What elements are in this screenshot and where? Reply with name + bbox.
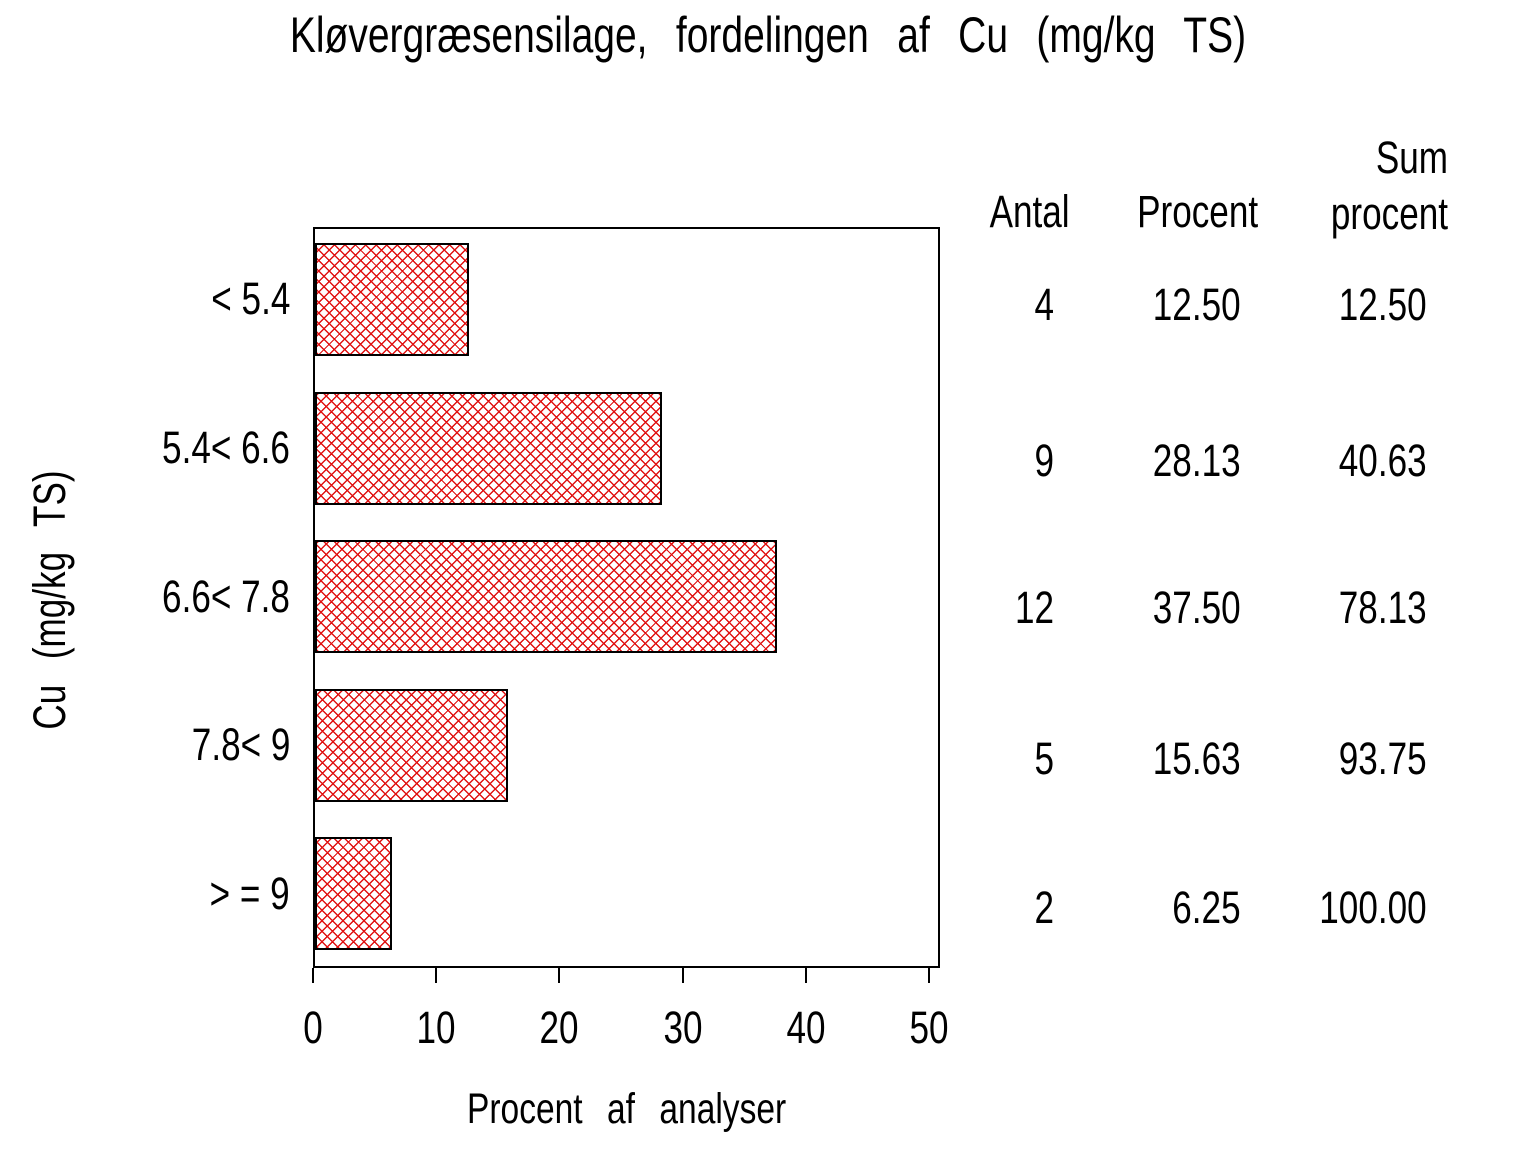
table-cell-text: 12 (1014, 582, 1054, 633)
y-category-label-text: 5.4< 6.6 (162, 422, 290, 473)
table-cell-text: 28.13 (1153, 435, 1241, 486)
table-cell-text: 6.25 (1172, 882, 1241, 933)
table-cell-procent: 12.50 (1128, 279, 1241, 331)
y-axis-label-text: Cu (mg/kg TS) (24, 470, 75, 730)
table-cell-sum-procent: 78.13 (1314, 582, 1427, 634)
x-tick-label-text: 0 (303, 1002, 323, 1053)
x-tick-label: 30 (658, 1002, 708, 1054)
x-tick-label: 40 (781, 1002, 831, 1054)
bar (315, 837, 392, 950)
bar (315, 540, 777, 653)
table-cell-sum-procent: 100.00 (1289, 882, 1427, 934)
table-cell-antal: 9 (1029, 435, 1054, 487)
table-cell-text: 9 (1034, 435, 1054, 486)
table-cell-text: 5 (1034, 733, 1054, 784)
x-tick-label-text: 20 (539, 1002, 579, 1053)
table-cell-antal: 12 (1004, 582, 1054, 634)
y-category-label-text: > = 9 (209, 868, 290, 919)
x-tick-label-text: 50 (909, 1002, 949, 1053)
table-cell-antal: 2 (1029, 882, 1054, 934)
table-cell-text: 12.50 (1339, 279, 1427, 330)
table-header-sum-procent-text: Sum procent (1330, 132, 1448, 239)
bar (315, 689, 508, 802)
x-tick-label: 20 (534, 1002, 584, 1054)
x-tick-label: 0 (300, 1002, 325, 1054)
y-category-label-text: 7.8< 9 (191, 719, 290, 770)
table-cell-procent: 37.50 (1128, 582, 1241, 634)
table-cell-procent: 28.13 (1128, 435, 1241, 487)
x-tick-label-text: 30 (663, 1002, 703, 1053)
table-header-antal-text: Antal (989, 186, 1070, 237)
table-cell-text: 2 (1034, 882, 1054, 933)
table-cell-text: 37.50 (1153, 582, 1241, 633)
table-header-procent-text: Procent (1137, 186, 1258, 237)
y-category-label: 6.6< 7.8 (126, 571, 290, 623)
x-axis-label-text: Procent af analyser (466, 1085, 787, 1133)
chart-title-text: Kløvergræsensilage, fordelingen af Cu (m… (289, 7, 1247, 63)
x-tick-label-text: 40 (786, 1002, 826, 1053)
x-tick (558, 968, 560, 983)
table-cell-text: 93.75 (1339, 733, 1427, 784)
chart-title: Kløvergræsensilage, fordelingen af Cu (m… (0, 9, 1536, 61)
x-tick (435, 968, 437, 983)
y-category-label: > = 9 (187, 868, 290, 920)
table-cell-procent: 15.63 (1128, 733, 1241, 785)
y-axis-label: Cu (mg/kg TS) (24, 434, 76, 766)
plot-area (313, 227, 940, 968)
table-cell-text: 12.50 (1153, 279, 1241, 330)
y-category-label: 5.4< 6.6 (126, 422, 290, 474)
table-cell-text: 40.63 (1339, 435, 1427, 486)
x-axis-label: Procent af analyser (313, 1083, 940, 1135)
table-cell-text: 100.00 (1319, 882, 1427, 933)
y-category-label: 7.8< 9 (164, 719, 290, 771)
table-cell-text: 4 (1034, 279, 1054, 330)
table-cell-antal: 5 (1029, 733, 1054, 785)
x-tick (682, 968, 684, 983)
x-tick (805, 968, 807, 983)
table-cell-antal: 4 (1029, 279, 1054, 331)
bar (315, 243, 469, 356)
x-tick-label: 10 (411, 1002, 461, 1054)
table-cell-sum-procent: 12.50 (1314, 279, 1427, 331)
table-cell-procent: 6.25 (1153, 882, 1241, 934)
table-header-sum-procent: Sum procent (1273, 130, 1448, 242)
x-tick-label-text: 10 (416, 1002, 456, 1053)
y-category-label-text: 6.6< 7.8 (162, 571, 290, 622)
bar (315, 392, 662, 505)
y-category-label: < 5.4 (189, 273, 290, 325)
x-tick (312, 968, 314, 983)
table-cell-sum-procent: 93.75 (1314, 733, 1427, 785)
x-tick (928, 968, 930, 983)
table-header-antal: Antal (967, 186, 1070, 238)
table-cell-sum-procent: 40.63 (1314, 435, 1427, 487)
table-cell-text: 78.13 (1339, 582, 1427, 633)
table-header-procent: Procent (1103, 186, 1258, 238)
table-cell-text: 15.63 (1153, 733, 1241, 784)
y-category-label-text: < 5.4 (210, 273, 290, 324)
x-tick-label: 50 (904, 1002, 954, 1054)
